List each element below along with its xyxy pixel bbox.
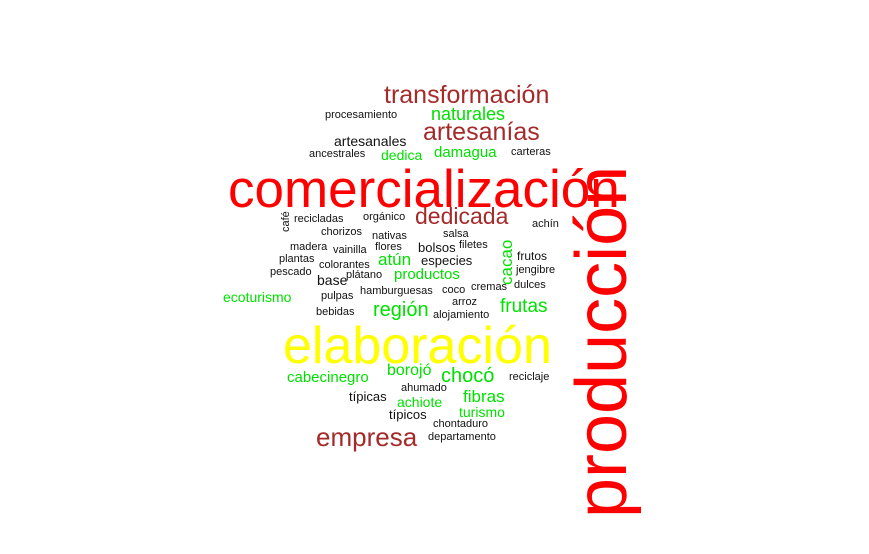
word-dulces: dulces — [514, 279, 546, 291]
word-plantas: plantas — [279, 253, 315, 265]
word-artesanias: artesanías — [423, 118, 540, 146]
word-choco: chocó — [441, 365, 495, 387]
word-empresa: empresa — [316, 422, 418, 452]
word-tipicos: típicos — [389, 407, 427, 422]
word-naturales: naturales — [431, 104, 506, 124]
word-madera: madera — [290, 241, 328, 253]
word-salsa: salsa — [443, 228, 469, 240]
word-nativas: nativas — [372, 230, 407, 242]
word-platano: plátano — [346, 269, 383, 281]
word-comercializacion: comercialización — [228, 160, 620, 219]
word-alojamiento: alojamiento — [433, 309, 490, 321]
word-arroz: arroz — [452, 296, 478, 308]
word-cafe: café — [280, 211, 292, 232]
word-productos: productos — [394, 266, 460, 283]
word-pescado: pescado — [270, 266, 312, 278]
word-base: base — [317, 272, 348, 288]
word-cacao: cacao — [497, 239, 516, 285]
word-cremas: cremas — [471, 281, 508, 293]
word-filetes: filetes — [459, 239, 488, 251]
word-chorizos: chorizos — [321, 226, 362, 238]
word-dedicada: dedicada — [415, 203, 509, 229]
word-colorantes: colorantes — [319, 259, 370, 271]
word-achin: achín — [532, 218, 559, 230]
word-damagua: damagua — [434, 144, 497, 161]
word-chontaduro: chontaduro — [433, 418, 489, 430]
word-organico: orgánico — [363, 211, 406, 223]
word-artesanales: artesanales — [334, 133, 407, 149]
word-borojo: borojó — [387, 362, 432, 379]
word-ahumado: ahumado — [401, 382, 447, 394]
word-tipicas: típicas — [349, 389, 387, 404]
word-flores: flores — [375, 241, 402, 253]
word-hamburguesas: hamburguesas — [360, 285, 433, 297]
word-transformacion: transformación — [384, 81, 550, 109]
word-recicladas: recicladas — [294, 213, 344, 225]
word-produccion: producción — [562, 165, 642, 518]
word-ancestrales: ancestrales — [309, 148, 366, 160]
word-departamento: departamento — [428, 431, 496, 443]
word-reciclaje: reciclaje — [509, 371, 550, 383]
word-frutos: frutos — [517, 249, 548, 263]
word-elaboracion: elaboración — [283, 317, 552, 375]
word-coco: coco — [442, 284, 466, 296]
word-achiote: achiote — [397, 394, 443, 410]
word-turismo: turismo — [459, 404, 505, 420]
word-region: región — [373, 299, 429, 321]
word-bolsos: bolsos — [418, 240, 456, 255]
word-frutas: frutas — [500, 296, 548, 317]
word-fibras: fibras — [463, 387, 505, 406]
word-jengibre: jengibre — [516, 264, 556, 276]
word-bebidas: bebidas — [316, 306, 355, 318]
word-especies: especies — [421, 253, 473, 268]
word-dedica: dedica — [381, 147, 423, 163]
word-atun: atún — [378, 250, 412, 269]
word-ecoturismo: ecoturismo — [223, 289, 292, 305]
word-procesamiento: procesamiento — [325, 109, 398, 121]
word-vainilla: vainilla — [333, 244, 367, 256]
word-carteras: carteras — [511, 146, 551, 158]
word-cabecinegro: cabecinegro — [287, 369, 369, 386]
word-pulpas: pulpas — [321, 290, 354, 302]
